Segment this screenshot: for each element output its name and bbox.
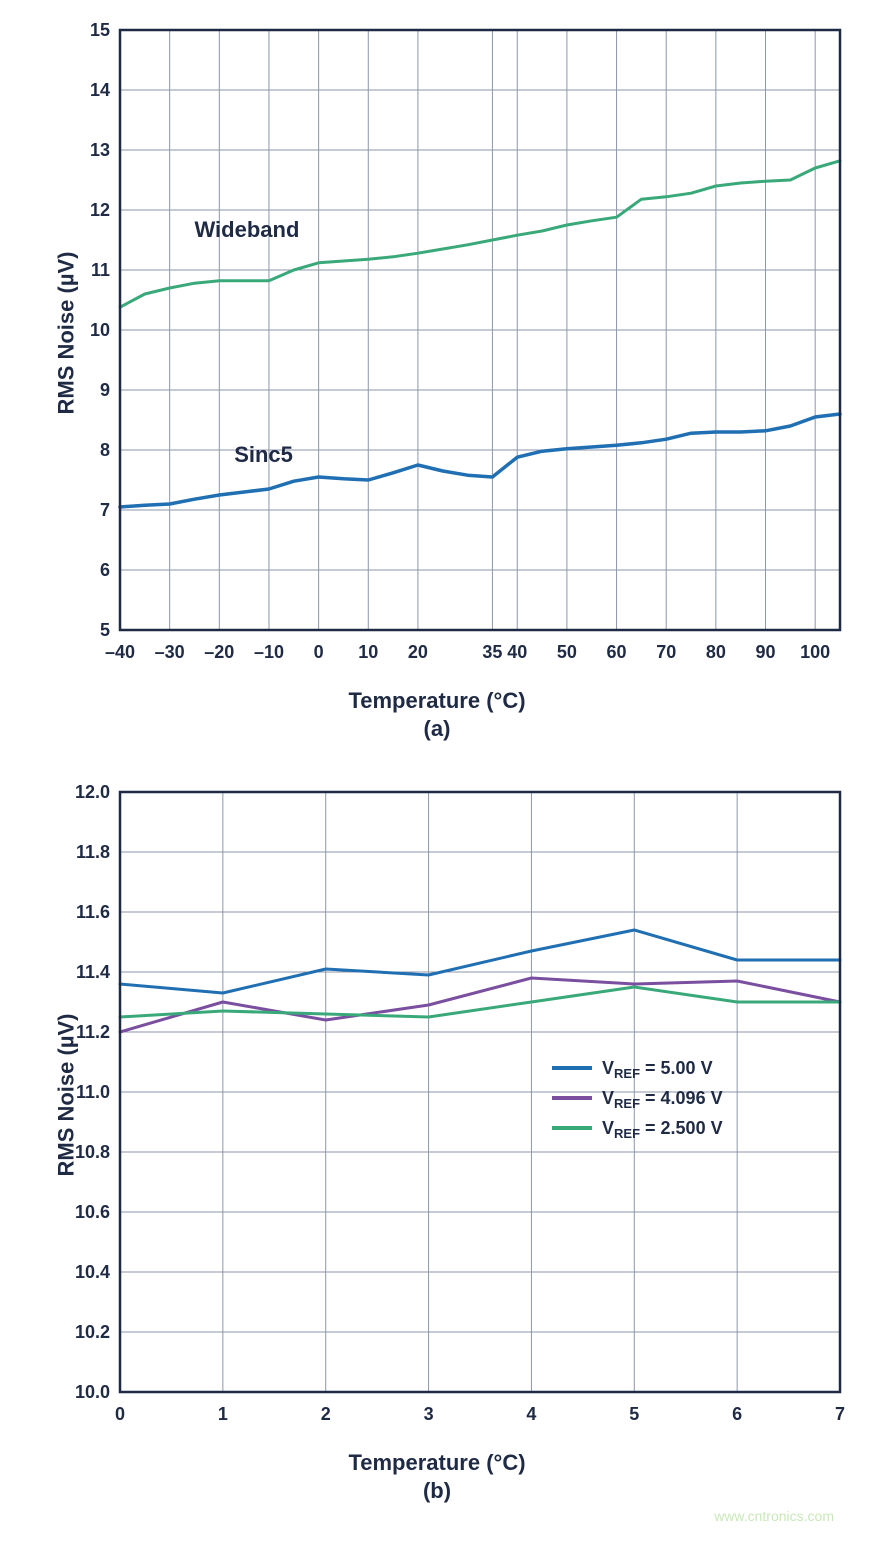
series-label: Wideband xyxy=(194,217,299,242)
svg-text:60: 60 xyxy=(607,642,627,662)
svg-text:4: 4 xyxy=(526,1404,536,1424)
svg-text:11.0: 11.0 xyxy=(76,1082,110,1102)
svg-text:11.8: 11.8 xyxy=(76,842,110,862)
svg-text:10.0: 10.0 xyxy=(75,1382,110,1402)
svg-text:15: 15 xyxy=(90,20,110,40)
series-label: Sinc5 xyxy=(234,442,293,467)
svg-text:8: 8 xyxy=(100,440,110,460)
svg-text:–40: –40 xyxy=(105,642,135,662)
chart-b-y-label: RMS Noise (µV) xyxy=(54,1013,80,1176)
svg-text:10.2: 10.2 xyxy=(75,1322,110,1342)
chart-b-x-label: Temperature (°C) xyxy=(30,1450,844,1476)
svg-text:7: 7 xyxy=(100,500,110,520)
chart-a-y-label: RMS Noise (µV) xyxy=(54,251,80,414)
svg-text:5: 5 xyxy=(629,1404,639,1424)
svg-text:6: 6 xyxy=(732,1404,742,1424)
chart-b-sub: (b) xyxy=(30,1478,844,1504)
chart-a-svg: 5 6 7 8 9 10 11 12 13 14 15 –40 –30 –20 –10 0 10 20 3540 50… xyxy=(30,20,860,680)
svg-text:10.4: 10.4 xyxy=(75,1262,110,1282)
chart-a-x-label: Temperature (°C) xyxy=(30,688,844,714)
svg-text:10: 10 xyxy=(358,642,378,662)
svg-text:20: 20 xyxy=(408,642,428,662)
svg-text:9: 9 xyxy=(100,380,110,400)
svg-text:2: 2 xyxy=(321,1404,331,1424)
svg-text:10: 10 xyxy=(90,320,110,340)
svg-text:–30: –30 xyxy=(155,642,185,662)
svg-text:6: 6 xyxy=(100,560,110,580)
svg-text:–20: –20 xyxy=(204,642,234,662)
svg-text:3: 3 xyxy=(424,1404,434,1424)
chart-a: RMS Noise (µV) 5 6 7 8 9 10 11 12 13 14 15 –40 –30 –2… xyxy=(30,20,844,742)
svg-text:7: 7 xyxy=(835,1404,845,1424)
chart-a-sub: (a) xyxy=(30,716,844,742)
svg-text:11.2: 11.2 xyxy=(76,1022,110,1042)
svg-text:12.0: 12.0 xyxy=(75,782,110,802)
svg-text:14: 14 xyxy=(90,80,110,100)
svg-text:100: 100 xyxy=(800,642,830,662)
svg-text:0: 0 xyxy=(314,642,324,662)
svg-text:11.6: 11.6 xyxy=(76,902,110,922)
chart-b-svg: 10.0 10.2 10.4 10.6 10.8 11.0 11.2 11.4 11.6 11.8… xyxy=(30,782,860,1442)
svg-text:80: 80 xyxy=(706,642,726,662)
svg-text:11: 11 xyxy=(91,260,110,280)
svg-text:5: 5 xyxy=(100,620,110,640)
svg-text:10.6: 10.6 xyxy=(75,1202,110,1222)
svg-text:70: 70 xyxy=(656,642,676,662)
svg-text:–10: –10 xyxy=(254,642,284,662)
chart-b: RMS Noise (µV) 10.0 10.2 10.4 10.6 10.8 11.0 1… xyxy=(30,782,844,1504)
svg-text:0: 0 xyxy=(115,1404,125,1424)
svg-text:10.8: 10.8 xyxy=(75,1142,110,1162)
svg-text:13: 13 xyxy=(90,140,110,160)
svg-text:1: 1 xyxy=(218,1404,228,1424)
svg-text:12: 12 xyxy=(90,200,110,220)
svg-text:90: 90 xyxy=(756,642,776,662)
svg-text:40: 40 xyxy=(507,642,527,662)
watermark: www.cntronics.com xyxy=(714,1508,834,1524)
svg-text:50: 50 xyxy=(557,642,577,662)
svg-text:11.4: 11.4 xyxy=(76,962,110,982)
svg-text:35: 35 xyxy=(482,642,502,662)
